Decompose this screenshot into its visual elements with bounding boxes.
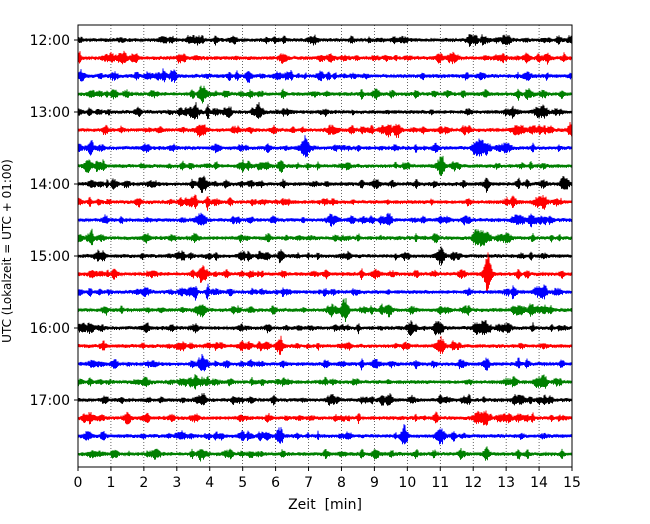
trace-1200 — [77, 34, 573, 47]
trace-1315 — [77, 120, 573, 138]
x-tick-label-0: 0 — [74, 475, 83, 491]
trace-1345 — [77, 155, 573, 176]
trace-1730 — [77, 424, 573, 445]
x-tick-label-3: 3 — [172, 475, 181, 491]
y-tick-label-1200: 12:00 — [30, 33, 70, 49]
x-tick-label-12: 12 — [464, 475, 482, 491]
y-tick-label-1600: 16:00 — [30, 321, 70, 337]
x-tick-label-11: 11 — [431, 475, 449, 491]
x-tick-label-4: 4 — [205, 475, 214, 491]
trace-1715 — [77, 410, 573, 426]
trace-1445 — [77, 228, 573, 247]
x-tick-label-7: 7 — [304, 475, 313, 491]
x-tick-label-1: 1 — [106, 475, 115, 491]
y-tick-label-1700: 17:00 — [30, 393, 70, 409]
x-tick-label-5: 5 — [238, 475, 247, 491]
trace-1300 — [77, 102, 573, 120]
trace-1630 — [77, 354, 573, 372]
trace-1545 — [77, 298, 573, 323]
x-tick-label-15: 15 — [563, 475, 581, 491]
x-tick-label-6: 6 — [271, 475, 280, 491]
trace-1400 — [77, 175, 573, 193]
y-axis-ticks: 12:00 13:00 14:00 15:00 16:00 17:00 — [30, 33, 78, 409]
trace-1330 — [77, 135, 573, 158]
trace-1700 — [77, 393, 573, 406]
trace-1415 — [77, 194, 573, 211]
x-tick-label-13: 13 — [497, 475, 515, 491]
x-tick-label-8: 8 — [337, 475, 346, 491]
trace-1215 — [77, 50, 573, 65]
y-tick-label-1400: 14:00 — [30, 177, 70, 193]
y-axis-label: UTC (Lokalzeit = UTC + 01:00) — [0, 159, 14, 343]
x-axis-label: Zeit [min] — [288, 497, 362, 513]
x-axis-ticks: 0 1 2 3 4 5 6 7 8 9 10 11 12 13 14 15 — [74, 467, 581, 491]
trace-1515 — [77, 252, 573, 292]
trace-1430 — [77, 212, 573, 228]
trace-1245 — [77, 85, 573, 104]
x-tick-label-9: 9 — [370, 475, 379, 491]
y-tick-label-1500: 15:00 — [30, 249, 70, 265]
trace-1645 — [77, 374, 573, 390]
y-tick-label-1300: 13:00 — [30, 105, 70, 121]
x-tick-label-2: 2 — [139, 475, 148, 491]
trace-1600 — [77, 320, 573, 336]
trace-1500 — [77, 246, 573, 266]
plot-frame — [77, 24, 573, 468]
trace-1230 — [77, 68, 573, 83]
x-tick-label-14: 14 — [530, 475, 548, 491]
trace-1745 — [77, 446, 573, 462]
x-tick-label-10: 10 — [398, 475, 416, 491]
trace-1530 — [77, 283, 573, 301]
traces — [77, 34, 573, 462]
trace-1615 — [77, 335, 573, 355]
